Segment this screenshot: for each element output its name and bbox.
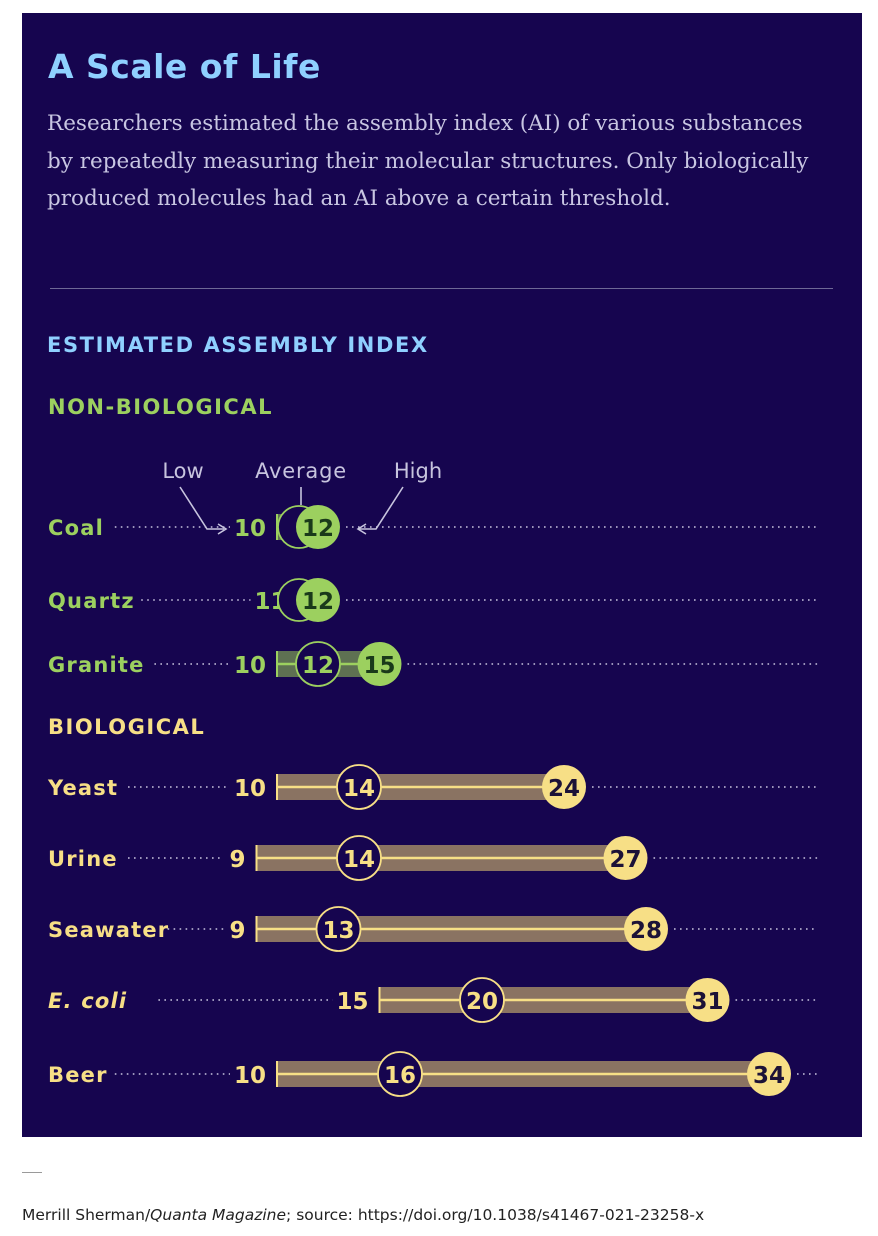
chart-row-yeast: Yeast 10 14 24 (47, 764, 818, 810)
chart-row-beer: Beer 10 16 34 (48, 1051, 818, 1097)
legend-low-arrowhead (217, 523, 228, 535)
row-label: Coal (48, 516, 104, 540)
average-value: 12 (302, 653, 334, 679)
row-label: Beer (48, 1063, 108, 1087)
low-value: 9 (229, 847, 245, 873)
high-value: 31 (691, 989, 723, 1015)
high-value: 34 (753, 1063, 785, 1089)
low-value: 15 (336, 989, 368, 1015)
footer-divider (22, 1172, 42, 1173)
low-value: 10 (234, 776, 266, 802)
chart-title: ESTIMATED ASSEMBLY INDEX (47, 333, 429, 357)
average-value: 14 (343, 847, 375, 873)
high-value: 27 (609, 847, 641, 873)
chart-row-e-coli: E. coli 15 20 31 (48, 977, 818, 1023)
row-label: E. coli (48, 989, 127, 1013)
divider (50, 288, 833, 289)
low-value: 9 (229, 918, 245, 944)
average-marker (336, 835, 382, 881)
credit-author: Merrill Sherman/ (22, 1206, 151, 1224)
credit-source: ; source: https://doi.org/10.1038/s41467… (286, 1206, 705, 1224)
credit-line: Merrill Sherman/Quanta Magazine; source:… (22, 1206, 704, 1224)
high-value: 24 (548, 776, 580, 802)
high-value: 28 (630, 918, 662, 944)
high-marker (357, 642, 402, 686)
row-label: Seawater (48, 918, 169, 942)
row-label: Yeast (47, 776, 118, 800)
legend-high-arrowhead (356, 523, 367, 535)
high-marker (685, 978, 730, 1022)
group-heading-nonbio: NON-BIOLOGICAL (48, 395, 273, 419)
average-marker (296, 578, 340, 622)
row-label: Granite (48, 653, 145, 677)
chart-row-quartz: Quartz 11 12 (48, 578, 818, 622)
average-marker (315, 906, 362, 952)
legend-low: Low (162, 459, 203, 483)
average-value: 12 (302, 516, 334, 542)
high-marker (747, 1052, 791, 1096)
average-value: 12 (302, 589, 334, 615)
legend-high: High (394, 459, 442, 483)
average-marker (377, 1051, 423, 1097)
description: Researchers estimated the assembly index… (47, 111, 809, 211)
chart-row-granite: Granite 10 12 15 (48, 641, 818, 687)
low-value: 10 (234, 516, 266, 542)
assembly-index-chart: ESTIMATED ASSEMBLY INDEX NON-BIOLOGICAL Co… (47, 333, 818, 1097)
high-marker (603, 836, 648, 880)
legend-high-arrow (359, 486, 404, 530)
average-value: 13 (322, 918, 354, 944)
low-value: 10 (234, 653, 266, 679)
chart-legend: Low Average High (162, 459, 442, 535)
high-marker (542, 765, 586, 809)
average-marker (295, 641, 341, 687)
high-value: 15 (363, 653, 395, 679)
chart-row-seawater: Seawater 9 13 28 (48, 906, 818, 952)
average-value: 14 (343, 776, 375, 802)
average-value: 20 (466, 989, 498, 1015)
row-label: Quartz (48, 589, 135, 613)
infographic-panel: A Scale of Life Researchers estimated th… (22, 13, 862, 1137)
chart-row-coal: Coal 10 12 (48, 505, 818, 549)
average-value: 16 (384, 1063, 416, 1089)
row-label: Urine (48, 847, 118, 871)
legend-low-arrow (179, 486, 224, 530)
average-marker (296, 505, 340, 549)
page-title: A Scale of Life (48, 47, 321, 86)
group-heading-bio: BIOLOGICAL (48, 715, 205, 739)
chart-row-urine: Urine 9 14 27 (48, 835, 818, 881)
average-marker (336, 764, 382, 810)
high-marker (624, 907, 668, 951)
average-marker (459, 977, 505, 1023)
credit-publication: Quanta Magazine (150, 1206, 287, 1224)
legend-average: Average (255, 459, 347, 483)
low-value: 10 (234, 1063, 266, 1089)
